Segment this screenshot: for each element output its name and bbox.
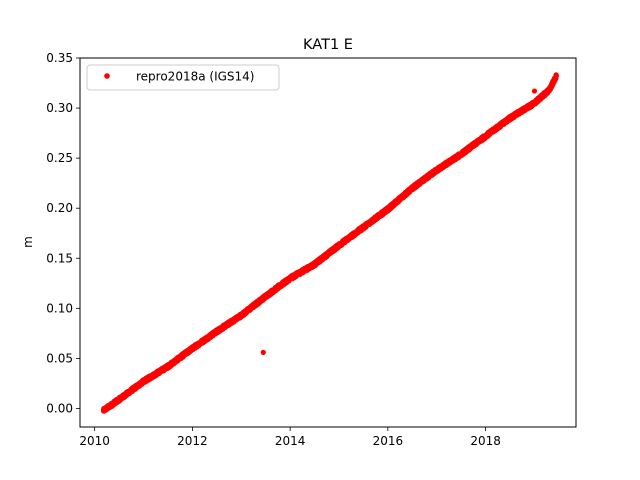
y-tick-label: 0.10 bbox=[46, 301, 73, 315]
x-tick-label: 2018 bbox=[470, 434, 501, 448]
legend: repro2018a (IGS14) bbox=[86, 64, 280, 91]
y-tick-label: 0.15 bbox=[46, 251, 73, 265]
outlier-point bbox=[531, 88, 538, 94]
legend-box bbox=[86, 64, 280, 91]
x-tick-label: 2010 bbox=[79, 434, 110, 448]
axes-frame bbox=[79, 57, 577, 428]
y-axis: 0.00 0.05 0.10 0.15 0.20 0.25 0.30 0.35 bbox=[46, 51, 80, 415]
x-axis: 2010 2012 2014 2016 2018 bbox=[79, 427, 501, 448]
y-tick-label: 0.00 bbox=[46, 401, 73, 415]
x-tick-label: 2016 bbox=[373, 434, 404, 448]
data-points bbox=[100, 72, 559, 414]
y-axis-label: m bbox=[21, 236, 35, 248]
y-tick-label: 0.05 bbox=[46, 351, 73, 365]
y-tick-label: 0.25 bbox=[46, 151, 73, 165]
legend-label: repro2018a (IGS14) bbox=[136, 70, 254, 84]
y-tick-label: 0.30 bbox=[46, 101, 73, 115]
outlier-point bbox=[260, 349, 266, 355]
data-point bbox=[553, 73, 559, 79]
x-tick-label: 2012 bbox=[177, 434, 208, 448]
y-tick-label: 0.20 bbox=[46, 201, 73, 215]
chart-title: KAT1 E bbox=[303, 37, 353, 53]
legend-marker bbox=[104, 73, 110, 79]
x-tick-label: 2014 bbox=[275, 434, 306, 448]
y-tick-label: 0.35 bbox=[46, 51, 73, 65]
